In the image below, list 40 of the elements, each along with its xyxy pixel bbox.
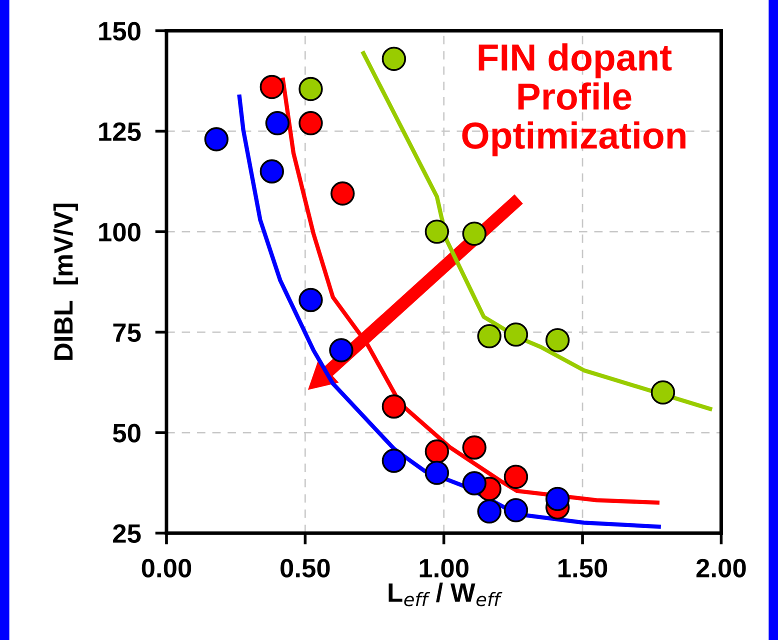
point <box>462 222 486 246</box>
x-tick-label: 2.00 <box>696 558 746 578</box>
y-tick-label: 25 <box>113 524 141 543</box>
x-tick-label: 0.00 <box>142 558 192 578</box>
y-tick-label: 150 <box>99 22 140 41</box>
point <box>330 181 355 206</box>
point <box>204 127 229 152</box>
point <box>462 435 486 460</box>
point <box>424 220 450 244</box>
point <box>260 74 284 100</box>
point <box>545 486 570 512</box>
y-tick-label: 75 <box>113 324 141 342</box>
point <box>298 111 323 136</box>
point <box>265 111 290 136</box>
point <box>260 159 284 184</box>
point <box>424 439 450 464</box>
point <box>504 464 528 489</box>
point <box>477 324 502 348</box>
y-tick-label: 125 <box>99 122 141 142</box>
point <box>504 498 528 522</box>
point <box>424 460 450 485</box>
x-tick-label: 0.50 <box>280 558 330 578</box>
annotation: FIN dopant Profile Optimization <box>462 43 686 156</box>
x-tick-label: 1.00 <box>420 558 468 578</box>
x-axis-title: L$_{eff}$ / W$_{eff}$ <box>388 582 502 606</box>
y-tick-label: 100 <box>99 222 140 242</box>
point <box>298 288 323 312</box>
point <box>329 338 354 362</box>
y-axis-title: DIBL [mV/V] <box>53 204 78 360</box>
point <box>545 328 570 352</box>
y-tick-label: 50 <box>112 424 140 442</box>
point <box>462 471 486 496</box>
point <box>477 499 502 524</box>
point <box>382 46 406 71</box>
point <box>382 394 406 419</box>
point <box>650 380 676 405</box>
point <box>298 76 323 102</box>
point <box>382 448 406 473</box>
point <box>504 322 528 347</box>
x-tick-label: 1.50 <box>558 558 608 578</box>
